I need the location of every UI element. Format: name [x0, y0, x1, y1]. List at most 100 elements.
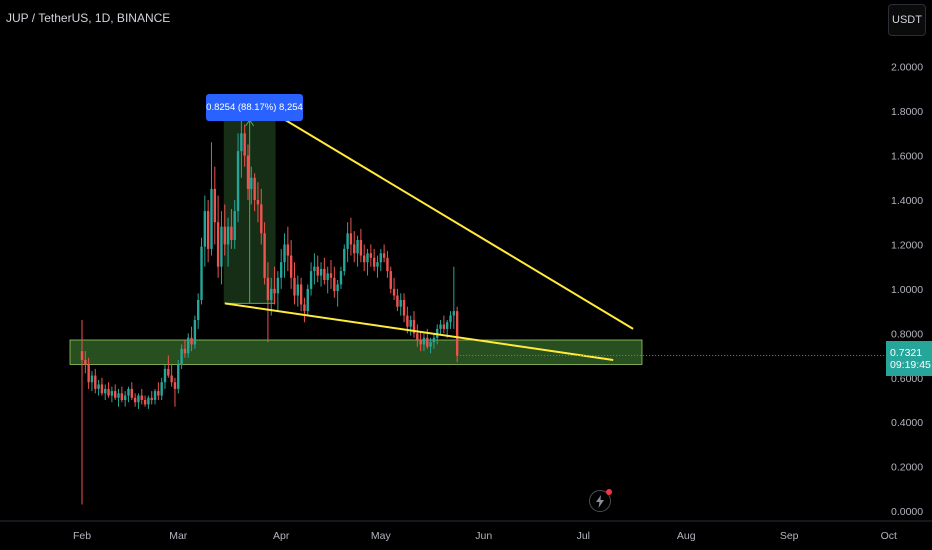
candle-body	[226, 226, 230, 245]
candle-body	[117, 393, 120, 398]
candle-body	[133, 397, 137, 403]
lower-trendline	[224, 302, 614, 361]
candle-body	[206, 211, 210, 249]
candle-body	[120, 393, 124, 400]
candle-body	[442, 324, 446, 329]
x-tick-label: Sep	[780, 530, 799, 542]
alert-dot	[606, 489, 612, 495]
candle-body	[432, 337, 436, 343]
candle-body	[429, 342, 432, 347]
candle-body	[399, 300, 402, 307]
candle-body	[416, 333, 419, 340]
candle-body	[406, 315, 409, 327]
candle-body	[104, 388, 107, 394]
candle-body	[167, 368, 170, 376]
candle-body	[276, 277, 280, 294]
y-tick-label: 0.0000	[891, 506, 923, 518]
y-tick-label: 2.0000	[891, 62, 923, 74]
candle-body	[230, 226, 233, 240]
candle-body	[372, 257, 376, 267]
y-tick-label: 0.8000	[891, 328, 923, 340]
candle-body	[296, 284, 299, 296]
candle-body	[223, 226, 226, 245]
y-tick-label: 1.0000	[891, 284, 923, 296]
candle-body	[190, 337, 193, 345]
lightning-icon[interactable]	[589, 489, 612, 512]
candle-body	[197, 300, 200, 320]
candle-body	[243, 133, 246, 156]
candle-body	[87, 364, 90, 383]
candle-body	[382, 253, 386, 258]
last-price: 0.7321	[890, 346, 923, 359]
support-zone	[69, 339, 643, 365]
candle-body	[110, 391, 114, 396]
y-tick-label: 0.2000	[891, 462, 923, 474]
upper-trendline	[277, 114, 634, 330]
candle-body	[323, 268, 326, 280]
candle-body	[280, 262, 283, 278]
candle-body	[346, 233, 349, 249]
candle-body	[263, 233, 266, 278]
candle-body	[379, 253, 382, 263]
y-tick-label: 1.4000	[891, 195, 923, 207]
candle-body	[200, 246, 203, 300]
candle-body	[170, 375, 173, 383]
candle-body	[157, 391, 160, 396]
candle-body	[339, 271, 343, 285]
candle-body	[366, 253, 369, 263]
x-tick-label: Apr	[273, 530, 290, 542]
y-tick-label: 1.8000	[891, 106, 923, 118]
candle-body	[236, 151, 240, 212]
currency-button[interactable]: USDT	[888, 4, 926, 36]
y-tick-label: 0.4000	[891, 417, 923, 429]
candle-body	[333, 277, 336, 292]
candle-body	[213, 188, 216, 223]
candle-body	[256, 200, 260, 205]
candle-body	[446, 322, 449, 329]
y-tick-label: 1.2000	[891, 239, 923, 251]
x-tick-label: Oct	[881, 530, 897, 542]
candle-body	[173, 382, 177, 389]
candle-body	[392, 288, 396, 296]
candle-body	[246, 155, 250, 189]
candle-body	[449, 315, 452, 323]
candle-body	[260, 204, 263, 234]
x-tick-label: Aug	[677, 530, 696, 542]
candle-body	[326, 273, 329, 280]
candle-body	[220, 226, 223, 267]
candle-body	[160, 382, 163, 396]
candle-body	[250, 177, 253, 189]
candle-body	[137, 395, 140, 403]
candle-body	[140, 395, 143, 400]
candle-body	[210, 188, 213, 249]
candle-body	[426, 337, 429, 347]
candle-body	[270, 288, 273, 300]
x-tick-label: May	[371, 530, 392, 542]
candle-body	[163, 368, 167, 383]
candle-body	[177, 364, 180, 389]
x-tick-label: Feb	[73, 530, 91, 542]
candle-body	[127, 388, 130, 396]
candle-body	[97, 384, 100, 389]
candle-body	[439, 324, 442, 329]
candle-body	[455, 311, 459, 356]
candle-body	[273, 288, 276, 294]
candle-body	[316, 266, 319, 276]
symbol-title[interactable]: JUP / TetherUS, 1D, BINANCE	[6, 11, 171, 25]
candle-body	[309, 271, 313, 289]
candle-body	[286, 244, 290, 256]
candle-body	[422, 337, 426, 345]
candle-body	[369, 253, 373, 258]
measure-label: 0.8254 (88.17%) 8,254	[206, 94, 303, 121]
candle-body	[349, 233, 353, 245]
bar-countdown: 09:19:45	[890, 358, 931, 371]
x-tick-label: Jun	[475, 530, 492, 542]
candle-body	[376, 262, 379, 267]
candle-body	[253, 177, 256, 200]
candle-body	[402, 300, 406, 316]
candle-body	[90, 375, 94, 383]
candle-body	[150, 397, 153, 400]
candle-body	[409, 320, 412, 327]
candle-body	[389, 271, 392, 289]
